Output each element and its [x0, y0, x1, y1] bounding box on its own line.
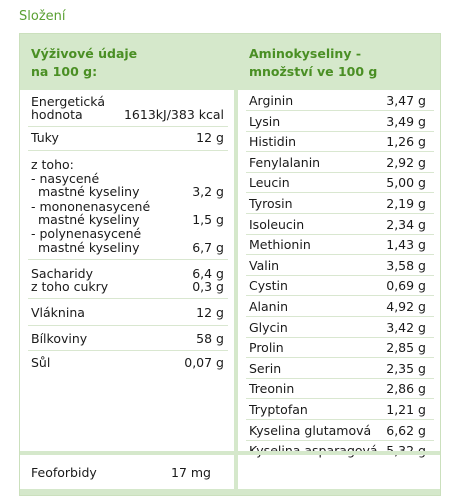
nutrition-header-line1: Výživové údaje — [31, 46, 138, 61]
carbohydrate-value: 6,4 g — [192, 266, 224, 281]
amino-acid-value: 3,47 g — [386, 93, 426, 108]
row-divider — [246, 378, 434, 379]
amino-acid-name: Kyselina glutamová — [249, 423, 372, 438]
amino-acid-value: 4,92 g — [386, 299, 426, 314]
amino-acid-value: 3,49 g — [386, 114, 426, 129]
row-divider — [246, 295, 434, 296]
amino-acid-value: 5,00 g — [386, 175, 426, 190]
row-divider — [28, 298, 228, 299]
column-divider — [234, 34, 238, 495]
fat-value: 12 g — [196, 130, 224, 145]
row-divider — [246, 275, 434, 276]
amino-acid-value: 0,69 g — [386, 278, 426, 293]
row-divider — [246, 419, 434, 420]
poly-value: 6,7 g — [192, 240, 224, 255]
pheophorbide-value: 17 mg — [171, 465, 211, 480]
amino-acid-name: Tryptofan — [249, 402, 308, 417]
amino-acid-name: Histidin — [249, 134, 297, 149]
sugar-value: 0,3 g — [192, 279, 224, 294]
footer-separator — [20, 451, 440, 455]
saturated-label-1: - nasycené — [31, 171, 100, 186]
amino-acid-name: Arginin — [249, 93, 294, 108]
amino-acid-name: Methionin — [249, 237, 311, 252]
amino-acid-value: 2,92 g — [386, 155, 426, 170]
amino-acid-value: 1,43 g — [386, 237, 426, 252]
amino-acid-value: 2,35 g — [386, 361, 426, 376]
amino-acid-name: Valin — [249, 258, 280, 273]
protein-label: Bílkoviny — [31, 331, 88, 346]
amino-acid-name: Prolin — [249, 340, 284, 355]
fiber-value: 12 g — [196, 305, 224, 320]
energy-label-1: Energetická — [31, 94, 105, 109]
mono-label-2: mastné kyseliny — [38, 212, 140, 227]
row-divider — [246, 110, 434, 111]
protein-value: 58 g — [196, 331, 224, 346]
row-divider — [246, 316, 434, 317]
amino-acid-name: Fenylalanin — [249, 155, 321, 170]
poly-label-2: mastné kyseliny — [38, 240, 140, 255]
row-divider — [246, 234, 434, 235]
row-divider — [246, 440, 434, 441]
fiber-label: Vláknina — [31, 305, 85, 320]
row-divider — [28, 150, 228, 151]
energy-label-2: hodnota — [31, 107, 83, 122]
section-title: Složení — [19, 9, 66, 24]
sugar-label: z toho cukry — [31, 279, 109, 294]
amino-acid-name: Tyrosin — [249, 196, 293, 211]
bottom-band — [20, 489, 440, 495]
energy-value: 1613kJ/383 kcal — [123, 107, 224, 122]
row-divider — [246, 337, 434, 338]
saturated-value: 3,2 g — [192, 184, 224, 199]
amino-acid-value: 6,62 g — [386, 423, 426, 438]
amino-acid-name: Isoleucin — [249, 217, 305, 232]
row-divider — [246, 398, 434, 399]
amino-acid-name: Alanin — [249, 299, 289, 314]
saturated-label-2: mastné kyseliny — [38, 184, 140, 199]
pheophorbide-label: Feoforbidy — [31, 465, 97, 480]
row-divider — [28, 126, 228, 127]
amino-acid-value: 2,19 g — [386, 196, 426, 211]
salt-label: Sůl — [31, 355, 51, 370]
amino-acid-name: Leucin — [249, 175, 290, 190]
amino-acid-name: Serin — [249, 361, 282, 376]
row-divider — [28, 325, 228, 326]
amino-acid-name: Cystin — [249, 278, 288, 293]
row-divider — [28, 259, 228, 260]
amino-header-line1: Aminokyseliny - — [249, 46, 362, 61]
table-header — [20, 34, 440, 90]
amino-acid-value: 2,86 g — [386, 381, 426, 396]
amino-header-line2: množství ve 100 g — [249, 64, 378, 79]
amino-acid-value: 1,26 g — [386, 134, 426, 149]
mono-value: 1,5 g — [192, 212, 224, 227]
row-divider — [246, 213, 434, 214]
mono-label-1: - mononenasycené — [31, 199, 151, 214]
amino-acid-value: 3,58 g — [386, 258, 426, 273]
amino-acid-name: Glycin — [249, 320, 288, 335]
amino-acid-name: Lysin — [249, 114, 281, 129]
row-divider — [246, 254, 434, 255]
amino-acid-value: 2,85 g — [386, 340, 426, 355]
of-which-label: z toho: — [31, 157, 74, 172]
fat-label: Tuky — [31, 130, 59, 145]
row-divider — [246, 192, 434, 193]
poly-label-1: - polynenasycené — [31, 226, 142, 241]
row-divider — [28, 350, 228, 351]
amino-acid-value: 2,34 g — [386, 217, 426, 232]
row-divider — [246, 172, 434, 173]
amino-acid-value: 1,21 g — [386, 402, 426, 417]
amino-acid-name: Treonin — [249, 381, 295, 396]
carbohydrate-label: Sacharidy — [31, 266, 93, 281]
amino-acid-value: 3,42 g — [386, 320, 426, 335]
nutrition-header-line2: na 100 g: — [31, 64, 98, 79]
row-divider — [246, 151, 434, 152]
row-divider — [246, 357, 434, 358]
salt-value: 0,07 g — [184, 355, 224, 370]
row-divider — [246, 131, 434, 132]
composition-table: Výživové údaje na 100 g: Aminokyseliny -… — [19, 33, 441, 496]
